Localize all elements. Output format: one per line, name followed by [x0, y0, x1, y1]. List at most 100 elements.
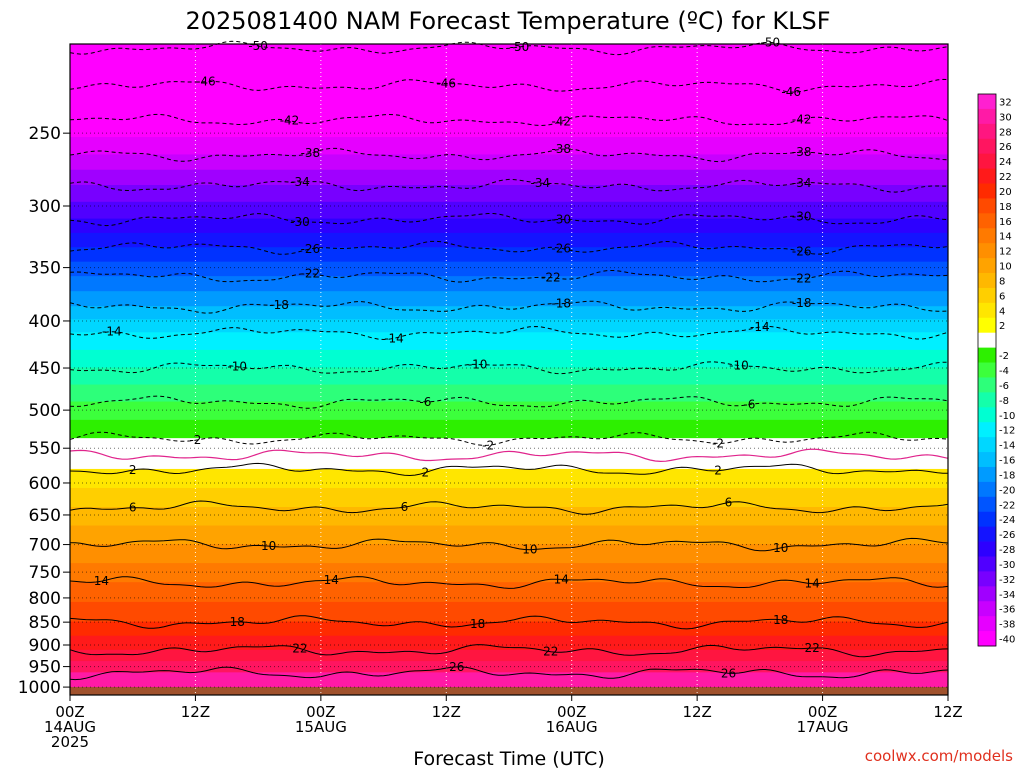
colorbar-swatch: [978, 94, 996, 110]
fill-band: [70, 487, 948, 509]
contour-label: -22: [792, 272, 812, 286]
contour-label: -50: [510, 40, 530, 54]
colorbar-label: 30: [999, 112, 1012, 123]
y-tick-label: 600: [29, 474, 61, 494]
x-tick-label: 00Z: [557, 703, 586, 721]
colorbar-swatch: [978, 377, 996, 393]
contour-line: [69, 78, 949, 93]
contour-label: 10: [773, 541, 788, 555]
y-tick-label: 250: [29, 124, 61, 144]
contour-line: [69, 270, 949, 283]
contour-label: -34: [531, 176, 551, 190]
colorbar-label: -16: [999, 456, 1015, 467]
contour-label: -14: [102, 325, 122, 339]
colorbar-label: -30: [999, 560, 1015, 571]
colorbar-label: -34: [999, 590, 1015, 601]
fill-band: [70, 43, 948, 49]
colorbar-label: -20: [999, 485, 1015, 496]
colorbar-swatch: [978, 526, 996, 542]
fill-band: [70, 401, 948, 421]
contour-label: -6: [743, 398, 755, 412]
contour-line: [69, 147, 949, 163]
contour-label: 6: [129, 501, 137, 515]
contour-line: [69, 300, 949, 314]
fill-band: [70, 582, 948, 603]
contour-label: -10: [729, 358, 749, 372]
x-tick-label: 00Z: [808, 703, 837, 721]
colorbar-swatch: [978, 243, 996, 259]
y-tick-label: 300: [29, 197, 61, 217]
colorbar-label: 32: [999, 97, 1012, 108]
contour-label: -42: [551, 114, 571, 128]
x-tick-label: 12Z: [933, 703, 962, 721]
contour-label: 6: [725, 495, 733, 509]
colorbar-label: 8: [999, 276, 1005, 287]
fill-band: [70, 137, 948, 156]
x-tick-label: 00Z: [306, 703, 335, 721]
colorbar-frame: [977, 93, 997, 647]
colorbar-swatch: [978, 541, 996, 557]
contour-label: -22: [301, 267, 321, 281]
colorbar-label: -36: [999, 605, 1015, 616]
y-tick-label: 750: [29, 563, 61, 583]
x-tick-label: 16AUG: [546, 718, 598, 736]
fill-band: [70, 525, 948, 546]
fill-band: [70, 66, 948, 87]
contour-label: -14: [750, 320, 770, 334]
colorbar-label: -32: [999, 575, 1015, 586]
contour-label: -22: [541, 271, 561, 285]
colorbar-label: 6: [999, 291, 1005, 302]
colorbar: 32 30 28 26 24 22 20 18 16 14 12 10 8 6 4 2 -2 -4 -6 -8 -10 -…: [977, 93, 1015, 647]
colorbar-swatch: [978, 407, 996, 423]
contour-line: [69, 178, 949, 193]
y-tick-label: 700: [29, 536, 61, 556]
x-tick-label: 00Z: [55, 703, 84, 721]
fill-band: [70, 102, 948, 121]
contour-label: 18: [470, 617, 485, 631]
y-axis: 250 300 350 400 450 500 550 600 650 700 750 800 850 9…: [18, 124, 70, 698]
contour-label: 26: [449, 660, 464, 674]
contour-line: [69, 213, 949, 227]
contour-label: 14: [804, 577, 819, 591]
contour-label: -26: [301, 242, 321, 256]
contour-line: [69, 240, 949, 255]
colorbar-swatch: [978, 153, 996, 169]
contour-label: -14: [384, 331, 404, 345]
fill-band: [70, 185, 948, 203]
fill-band: [70, 154, 948, 171]
contour-label: -18: [551, 297, 571, 311]
colorbar-swatch: [978, 347, 996, 363]
ground-surface: [70, 687, 948, 695]
fill-band: [70, 232, 948, 249]
colorbar-swatch: [978, 422, 996, 438]
colorbar-swatch: [978, 183, 996, 199]
colorbar-label: -6: [999, 381, 1009, 392]
contour-line: [69, 325, 949, 341]
colorbar-swatch: [978, 496, 996, 513]
contour-label: -46: [196, 75, 216, 89]
x-tick-label: 12Z: [682, 703, 711, 721]
colorbar-swatch: [978, 273, 996, 289]
colorbar-label: 4: [999, 306, 1005, 317]
y-tick-label: 950: [29, 658, 61, 678]
contour-label: 2: [129, 463, 137, 477]
fill-band: [70, 468, 948, 489]
contour-label: -38: [792, 145, 812, 159]
colorbar-label: 22: [999, 172, 1012, 183]
y-tick-label: 850: [29, 613, 61, 633]
y-tick-label: 350: [29, 259, 61, 279]
fill-band: [70, 85, 948, 104]
fill-band: [70, 419, 948, 440]
colorbar-swatch: [978, 601, 996, 617]
fill-band: [70, 661, 948, 674]
contour-label: 14: [324, 573, 339, 587]
contour-label: 18: [773, 613, 788, 627]
contour-label: 2: [422, 466, 430, 480]
fill-band: [70, 454, 948, 463]
contour-label: -46: [436, 77, 456, 91]
contour-label: -26: [551, 241, 571, 255]
contour-label: 6: [401, 500, 409, 514]
contour-label: 2: [714, 464, 722, 478]
contour-labels: -50 -50 -50 -46 -46 -46 -42 -42 -42 -38 -38 -38 -34 -…: [94, 35, 820, 680]
